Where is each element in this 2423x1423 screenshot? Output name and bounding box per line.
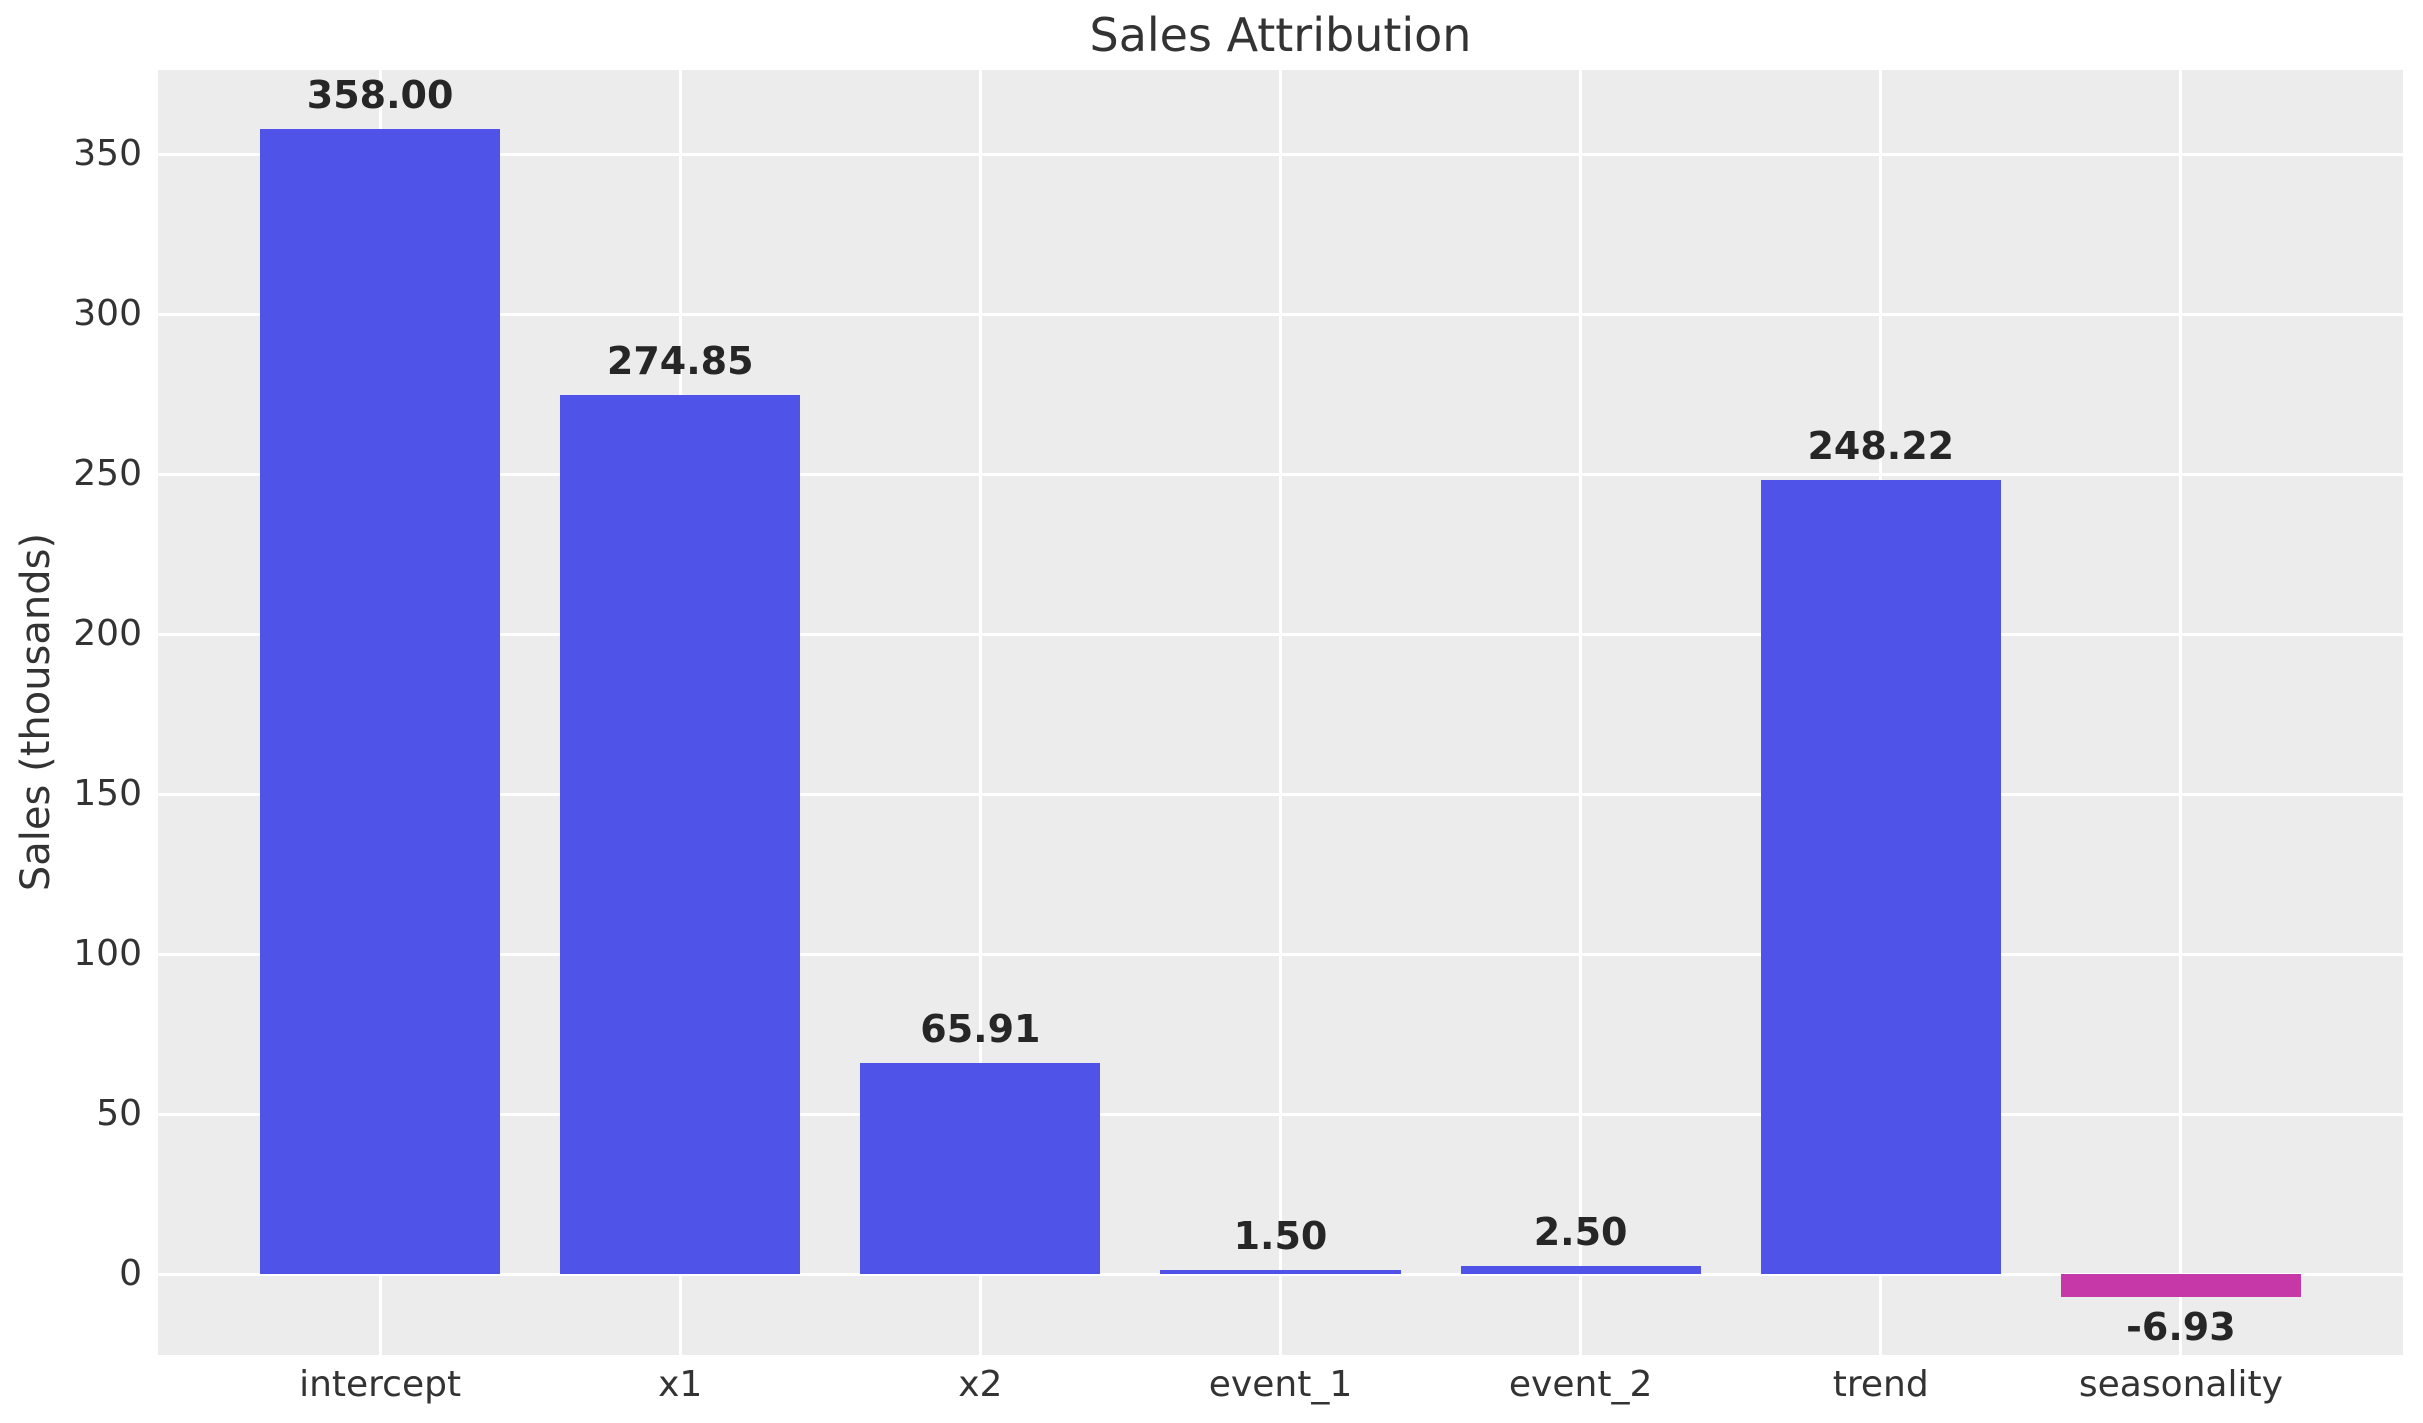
bar-value-label: -6.93	[2126, 1304, 2236, 1349]
x-tick-label: x1	[658, 1364, 703, 1405]
bar	[560, 394, 801, 1275]
chart-title: Sales Attribution	[1089, 8, 1472, 62]
gridline-v	[1579, 70, 1583, 1355]
plot-area	[158, 70, 2403, 1355]
x-tick-label: x2	[958, 1364, 1003, 1405]
y-tick-label: 50	[96, 1093, 142, 1135]
y-tick-label: 0	[119, 1253, 142, 1295]
bar	[1760, 479, 2001, 1275]
y-axis-label: Sales (thousands)	[13, 532, 59, 892]
y-tick-label: 250	[73, 453, 142, 495]
gridline-v	[978, 70, 982, 1355]
bar	[860, 1063, 1101, 1275]
bar	[260, 128, 501, 1275]
x-tick-label: event_1	[1208, 1364, 1353, 1405]
x-tick-label: trend	[1832, 1364, 1929, 1405]
y-tick-label: 350	[73, 133, 142, 175]
bar-value-label: 2.50	[1533, 1210, 1628, 1255]
y-tick-label: 100	[73, 933, 142, 975]
gridline-v	[1279, 70, 1282, 1355]
gridline-v	[2179, 70, 2183, 1355]
bar	[1160, 1269, 1401, 1275]
bar-value-label: 65.91	[920, 1007, 1041, 1052]
bar-value-label: 248.22	[1807, 423, 1955, 468]
bar-value-label: 1.50	[1233, 1213, 1328, 1258]
bar	[1460, 1266, 1701, 1275]
x-tick-label: seasonality	[2078, 1364, 2283, 1405]
y-tick-label: 150	[73, 773, 142, 815]
y-tick-label: 300	[73, 293, 142, 335]
y-tick-label: 200	[73, 613, 142, 655]
x-tick-label: intercept	[299, 1364, 462, 1405]
bar	[2060, 1274, 2301, 1297]
bar-value-label: 274.85	[606, 338, 754, 383]
x-tick-label: event_2	[1508, 1364, 1653, 1405]
bar-value-label: 358.00	[306, 72, 454, 117]
